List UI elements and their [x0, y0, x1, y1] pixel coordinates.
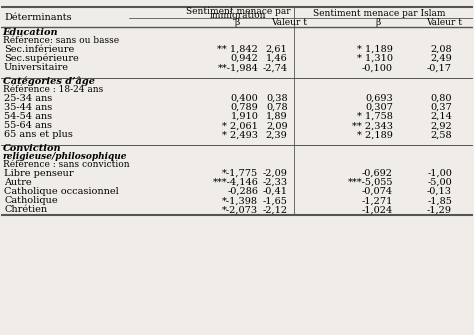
- Text: Universitaire: Universitaire: [4, 63, 69, 72]
- Text: β: β: [234, 18, 240, 27]
- Text: -1,85: -1,85: [427, 196, 452, 205]
- Text: Sec.inférieure: Sec.inférieure: [4, 45, 74, 54]
- Text: -0,41: -0,41: [263, 187, 288, 196]
- Text: * 1,310: * 1,310: [357, 54, 393, 63]
- Text: 2,39: 2,39: [266, 130, 288, 139]
- Text: Chrétien: Chrétien: [4, 205, 47, 214]
- Text: 0,38: 0,38: [266, 94, 288, 103]
- Text: religieuse/philosophique: religieuse/philosophique: [2, 152, 127, 161]
- Text: 65 ans et plus: 65 ans et plus: [4, 130, 73, 139]
- Text: Conviction: Conviction: [2, 144, 61, 153]
- Text: -2,74: -2,74: [263, 63, 288, 72]
- Text: 25-34 ans: 25-34 ans: [4, 94, 52, 103]
- Text: -1,00: -1,00: [427, 169, 452, 178]
- Text: * 2,061: * 2,061: [222, 121, 258, 130]
- Text: -2,12: -2,12: [263, 205, 288, 214]
- Text: 54-54 ans: 54-54 ans: [4, 112, 52, 121]
- Text: **-1,984: **-1,984: [218, 63, 258, 72]
- Text: Catégories d’âge: Catégories d’âge: [2, 76, 95, 86]
- Text: ** 2,343: ** 2,343: [352, 121, 393, 130]
- Text: 2,92: 2,92: [430, 121, 452, 130]
- Text: 2,08: 2,08: [430, 45, 452, 54]
- Text: Libre penseur: Libre penseur: [4, 169, 73, 178]
- Text: Référence: sans ou basse: Référence: sans ou basse: [2, 36, 118, 45]
- Text: Education: Education: [2, 28, 58, 37]
- Text: -5,00: -5,00: [427, 178, 452, 187]
- Text: Catholique occasionnel: Catholique occasionnel: [4, 187, 119, 196]
- Text: 2,49: 2,49: [430, 54, 452, 63]
- Text: 0,942: 0,942: [230, 54, 258, 63]
- Text: Référence : sans conviction: Référence : sans conviction: [2, 160, 129, 169]
- Text: -0,074: -0,074: [362, 187, 393, 196]
- Text: 1,46: 1,46: [266, 54, 288, 63]
- Text: 35-44 ans: 35-44 ans: [4, 103, 52, 112]
- Text: 2,09: 2,09: [266, 121, 288, 130]
- Text: -0,692: -0,692: [362, 169, 393, 178]
- Text: * 1,189: * 1,189: [357, 45, 393, 54]
- Text: * 2,189: * 2,189: [357, 130, 393, 139]
- Text: *-1,398: *-1,398: [222, 196, 258, 205]
- Text: * 2,493: * 2,493: [222, 130, 258, 139]
- Text: ***-5,055: ***-5,055: [347, 178, 393, 187]
- Text: Valeur t: Valeur t: [271, 18, 307, 27]
- Text: Sec.supérieure: Sec.supérieure: [4, 54, 79, 63]
- Text: -0,286: -0,286: [227, 187, 258, 196]
- Text: -1,024: -1,024: [362, 205, 393, 214]
- Text: -0,100: -0,100: [362, 63, 393, 72]
- Text: 2,14: 2,14: [430, 112, 452, 121]
- Text: Autre: Autre: [4, 178, 32, 187]
- Text: -1,29: -1,29: [427, 205, 452, 214]
- Text: -0,13: -0,13: [427, 187, 452, 196]
- Text: -1,271: -1,271: [362, 196, 393, 205]
- Text: Catholique: Catholique: [4, 196, 58, 205]
- Text: Sentiment menace par Islam: Sentiment menace par Islam: [312, 9, 445, 18]
- Text: 1,89: 1,89: [266, 112, 288, 121]
- Text: 2,61: 2,61: [266, 45, 288, 54]
- Text: *-2,073: *-2,073: [222, 205, 258, 214]
- Text: Déterminants: Déterminants: [4, 13, 72, 22]
- Text: 2,58: 2,58: [430, 130, 452, 139]
- Text: -2,09: -2,09: [263, 169, 288, 178]
- Text: 0,80: 0,80: [430, 94, 452, 103]
- Text: -1,65: -1,65: [263, 196, 288, 205]
- Text: Sentiment menace par: Sentiment menace par: [186, 7, 290, 16]
- Text: 0,400: 0,400: [230, 94, 258, 103]
- Text: 0,693: 0,693: [365, 94, 393, 103]
- Text: Valeur t: Valeur t: [426, 18, 462, 27]
- Text: immigration: immigration: [210, 11, 266, 20]
- Text: 0,78: 0,78: [266, 103, 288, 112]
- Text: 0,37: 0,37: [430, 103, 452, 112]
- Text: 0,307: 0,307: [365, 103, 393, 112]
- Text: * 1,758: * 1,758: [357, 112, 393, 121]
- Text: β: β: [375, 18, 381, 27]
- Text: 55-64 ans: 55-64 ans: [4, 121, 52, 130]
- Text: 1,910: 1,910: [230, 112, 258, 121]
- Text: -0,17: -0,17: [427, 63, 452, 72]
- Text: ** 1,842: ** 1,842: [218, 45, 258, 54]
- Text: Référence : 18-24 ans: Référence : 18-24 ans: [2, 85, 103, 94]
- Text: *-1,775: *-1,775: [222, 169, 258, 178]
- Text: ***-4,146: ***-4,146: [212, 178, 258, 187]
- Text: 0,789: 0,789: [230, 103, 258, 112]
- Text: -2,33: -2,33: [263, 178, 288, 187]
